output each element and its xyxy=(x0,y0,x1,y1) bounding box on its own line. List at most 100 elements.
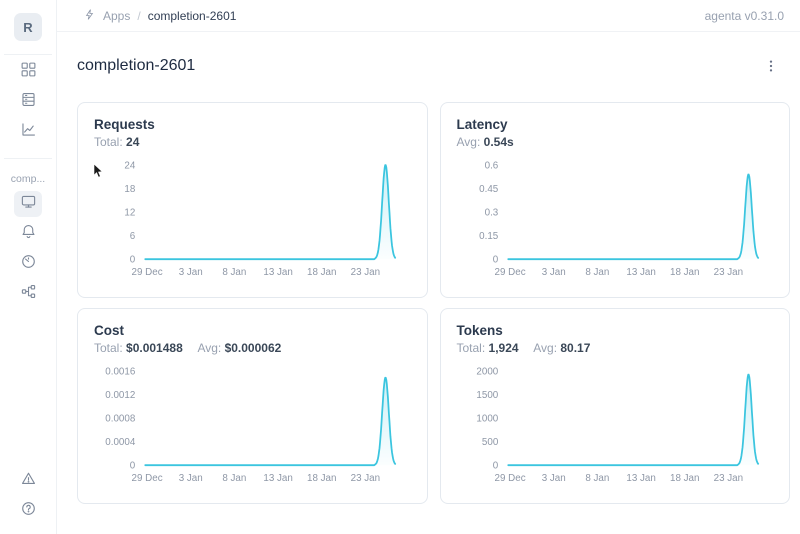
evaluations-chart-icon xyxy=(20,121,37,143)
cost-chart: 0 0.0004 0.0008 0.0012 0.0016 29 Dec 3 Jan 8 Ja… xyxy=(94,361,411,491)
help-question-icon xyxy=(20,500,37,522)
svg-text:23 Jan: 23 Jan xyxy=(713,267,742,278)
tokens-card: Tokens Total: 1,924 Avg: 80.17 0 500 1000 1… xyxy=(439,308,790,504)
requests-chart: 0 6 12 18 24 29 Dec 3 Jan 8 Jan 13 Jan 18 Jan 23 J… xyxy=(94,155,411,285)
svg-text:0.3: 0.3 xyxy=(484,207,498,218)
svg-text:6: 6 xyxy=(130,231,136,242)
lightning-icon xyxy=(83,8,96,24)
sidebar-item-observability[interactable] xyxy=(14,251,42,277)
breadcrumb-current: completion-2601 xyxy=(147,8,237,23)
version-label: agenta v0.31.0 xyxy=(704,8,784,23)
latency-card: Latency Avg: 0.54s 0 0.15 0.3 0.45 0.6 29 Dec… xyxy=(439,102,790,298)
svg-text:23 Jan: 23 Jan xyxy=(351,267,380,278)
breadcrumb-apps[interactable]: Apps xyxy=(103,8,131,23)
svg-text:3 Jan: 3 Jan xyxy=(179,267,203,278)
stat-label: Total: xyxy=(94,341,123,355)
svg-text:8 Jan: 8 Jan xyxy=(222,473,246,484)
svg-text:0: 0 xyxy=(130,255,136,266)
apps-grid-icon xyxy=(20,61,37,83)
registry-table-icon xyxy=(20,91,37,113)
svg-text:13 Jan: 13 Jan xyxy=(626,473,655,484)
workspace-avatar[interactable]: R xyxy=(14,13,42,41)
sidebar-divider xyxy=(4,158,52,159)
sidebar-item-overview[interactable] xyxy=(14,191,42,217)
sidebar-item-alerts[interactable] xyxy=(14,221,42,247)
stat-value: $0.001488 xyxy=(126,341,183,355)
stat-label: Avg: xyxy=(197,341,222,355)
stat-value: 1,924 xyxy=(488,341,519,355)
svg-text:29 Dec: 29 Dec xyxy=(132,267,163,278)
svg-text:0.0012: 0.0012 xyxy=(105,390,135,401)
svg-text:0: 0 xyxy=(492,255,498,266)
svg-text:24: 24 xyxy=(124,160,135,171)
svg-text:29 Dec: 29 Dec xyxy=(494,473,525,484)
svg-text:0.0016: 0.0016 xyxy=(105,366,136,377)
svg-text:3 Jan: 3 Jan xyxy=(541,267,565,278)
stat-value: 24 xyxy=(126,135,140,149)
card-title: Latency xyxy=(456,117,508,132)
stat-label: Total: xyxy=(94,135,123,149)
observability-gauge-icon xyxy=(20,253,37,275)
svg-text:29 Dec: 29 Dec xyxy=(132,473,163,484)
sidebar-item-apps[interactable] xyxy=(14,59,42,85)
svg-text:18 Jan: 18 Jan xyxy=(670,473,699,484)
stat-value: 0.54s xyxy=(483,135,514,149)
svg-text:0.45: 0.45 xyxy=(479,184,499,195)
sidebar-item-changelog[interactable] xyxy=(14,468,42,494)
svg-text:1000: 1000 xyxy=(476,413,498,424)
svg-text:29 Dec: 29 Dec xyxy=(494,267,525,278)
page-content: completion-2601 Requests Total: 24 0 6 12 1… xyxy=(57,32,800,504)
metric-cards-grid: Requests Total: 24 0 6 12 18 24 29 Dec 3 Jan 8 … xyxy=(77,102,790,504)
top-bar: Apps / completion-2601 agenta v0.31.0 xyxy=(57,0,800,32)
svg-text:8 Jan: 8 Jan xyxy=(585,473,609,484)
requests-card: Requests Total: 24 0 6 12 18 24 29 Dec 3 Jan 8 … xyxy=(77,102,428,298)
page-title-row: completion-2601 xyxy=(77,52,790,80)
svg-text:0: 0 xyxy=(130,461,136,472)
card-stats: Avg: 0.54s xyxy=(457,135,774,150)
svg-text:0: 0 xyxy=(492,461,498,472)
svg-text:23 Jan: 23 Jan xyxy=(713,473,742,484)
svg-text:0.0004: 0.0004 xyxy=(105,437,136,448)
sidebar-item-traces[interactable] xyxy=(14,281,42,307)
stat-value: 80.17 xyxy=(560,341,591,355)
stat-label: Avg: xyxy=(456,135,481,149)
svg-text:23 Jan: 23 Jan xyxy=(351,473,380,484)
svg-text:8 Jan: 8 Jan xyxy=(585,267,609,278)
svg-text:0.0008: 0.0008 xyxy=(105,413,136,424)
overview-monitor-icon xyxy=(20,193,37,215)
sidebar: R comp... xyxy=(0,0,57,534)
tokens-chart: 0 500 1000 1500 2000 29 Dec 3 Jan 8 Jan 13 Jan 18… xyxy=(457,361,774,491)
breadcrumb: Apps / completion-2601 xyxy=(83,8,236,24)
svg-text:18 Jan: 18 Jan xyxy=(670,267,699,278)
latency-chart: 0 0.15 0.3 0.45 0.6 29 Dec 3 Jan 8 Jan 13 Jan 18 … xyxy=(457,155,774,285)
svg-text:3 Jan: 3 Jan xyxy=(179,473,203,484)
card-stats: Total: 24 xyxy=(94,135,411,150)
sidebar-item-registry[interactable] xyxy=(14,89,42,115)
cost-card: Cost Total: $0.001488 Avg: $0.000062 0 0.… xyxy=(77,308,428,504)
svg-text:500: 500 xyxy=(481,437,498,448)
alerts-bell-icon xyxy=(20,223,37,245)
card-title: Tokens xyxy=(456,323,503,338)
sidebar-bottom xyxy=(14,458,42,524)
card-stats: Total: $0.001488 Avg: $0.000062 xyxy=(94,341,411,356)
svg-text:8 Jan: 8 Jan xyxy=(222,267,246,278)
svg-text:13 Jan: 13 Jan xyxy=(263,267,292,278)
stat-label: Avg: xyxy=(533,341,558,355)
stat-label: Total: xyxy=(456,341,486,355)
svg-text:0.15: 0.15 xyxy=(479,231,499,242)
svg-text:18: 18 xyxy=(124,184,135,195)
stat-value: $0.000062 xyxy=(224,341,282,355)
svg-text:13 Jan: 13 Jan xyxy=(626,267,655,278)
sidebar-divider xyxy=(4,54,52,55)
breadcrumb-separator: / xyxy=(137,8,141,23)
sidebar-item-evaluations[interactable] xyxy=(14,119,42,145)
sidebar-item-help[interactable] xyxy=(14,498,42,524)
main-area: Apps / completion-2601 agenta v0.31.0 co… xyxy=(57,0,800,534)
kebab-menu-icon[interactable] xyxy=(760,55,782,77)
changelog-triangle-icon xyxy=(20,470,37,492)
page-title: completion-2601 xyxy=(77,57,196,74)
svg-text:13 Jan: 13 Jan xyxy=(263,473,292,484)
svg-text:18 Jan: 18 Jan xyxy=(307,473,336,484)
svg-text:1500: 1500 xyxy=(476,390,498,401)
